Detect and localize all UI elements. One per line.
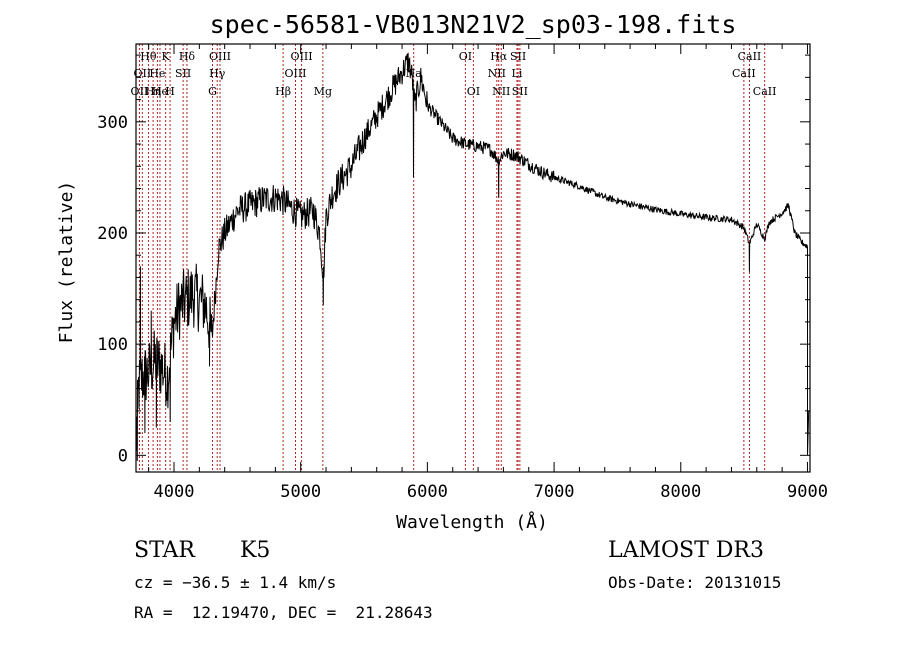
y-axis-label: Flux (relative) — [56, 181, 77, 344]
axes: 4000 5000 6000 7000 8000 9000 0 100 200 300 — [97, 44, 828, 502]
spectrum-line — [135, 52, 810, 461]
line-label: OII — [131, 85, 149, 98]
line-label: OII — [133, 67, 151, 80]
line-label: CaII — [738, 50, 762, 63]
x-tick-label: 6000 — [407, 482, 448, 502]
line-label: OI — [459, 50, 472, 63]
observation-date: Obs-Date: 20131015 — [608, 573, 782, 592]
line-labels: OIIOIIHθHηHeHeKHSIIHδGHγOIIIHβOIIIOIIIMg… — [131, 50, 777, 98]
line-label: Hβ — [275, 85, 291, 98]
line-markers — [138, 44, 766, 472]
line-label: He — [152, 85, 168, 98]
line-label: SII — [510, 50, 526, 63]
redshift-info: cz = −36.5 ± 1.4 km/s — [134, 573, 337, 592]
x-tick-label: 7000 — [534, 482, 575, 502]
survey-name: LAMOST DR3 — [608, 538, 764, 563]
x-tick-label: 8000 — [660, 482, 701, 502]
line-label: CaII — [753, 85, 777, 98]
y-tick-label: 300 — [97, 113, 128, 133]
line-label: Hη — [145, 85, 161, 98]
y-tick-label: 200 — [97, 224, 128, 244]
line-label: He — [149, 67, 165, 80]
line-label: SII — [175, 67, 191, 80]
line-label: OIII — [291, 50, 313, 63]
y-tick-label: 0 — [118, 446, 128, 466]
x-tick-label: 9000 — [787, 482, 828, 502]
line-label: Li — [512, 67, 523, 80]
x-axis-label: Wavelength (Å) — [396, 511, 548, 533]
line-label: Hγ — [209, 67, 226, 80]
coordinates-info: RA = 12.19470, DEC = 21.28643 — [134, 603, 433, 622]
chart-title: spec-56581-VB013N21V2_sp03-198.fits — [210, 10, 737, 39]
line-label: OIII — [209, 50, 231, 63]
line-label: Hθ — [140, 50, 157, 63]
line-label: OIII — [284, 67, 306, 80]
line-label: K — [162, 50, 171, 63]
line-label: Hδ — [179, 50, 196, 63]
plot-frame — [135, 43, 811, 473]
line-label: H — [165, 85, 175, 98]
object-class: STAR — [134, 538, 195, 563]
line-label: Mg — [314, 85, 332, 98]
line-label: NII — [488, 67, 506, 80]
line-label: SII — [512, 85, 528, 98]
y-tick-label: 100 — [97, 335, 128, 355]
line-label: OI — [467, 85, 480, 98]
line-label: NII — [492, 85, 510, 98]
x-tick-label: 5000 — [280, 482, 321, 502]
line-label: CaII — [732, 67, 756, 80]
line-label: G — [208, 85, 217, 98]
x-tick-label: 4000 — [154, 482, 195, 502]
object-subclass: K5 — [240, 538, 271, 563]
line-label: Hα — [490, 50, 508, 63]
